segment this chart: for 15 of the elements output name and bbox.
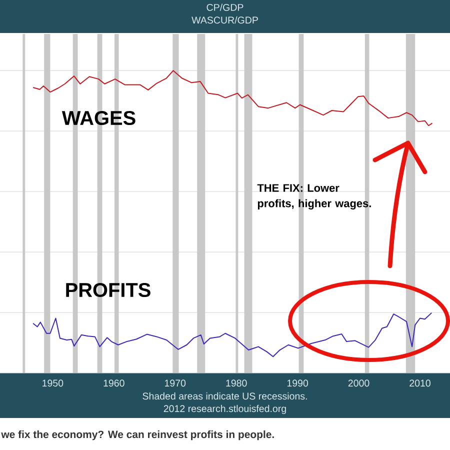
x-tick-label: 1960 <box>104 380 124 387</box>
x-tick-label: 1970 <box>164 380 186 387</box>
chart-title: CP/GDP <box>206 4 244 11</box>
x-tick-label: 1990 <box>287 380 308 387</box>
x-tick-label: 1950 <box>42 380 64 387</box>
annotation: THE FIX: Lower profits, higher wages. <box>257 184 371 210</box>
x-tick-label: 1980 <box>226 380 247 387</box>
series-label: WAGES <box>62 110 136 126</box>
x-tick-label: 2000 <box>348 380 370 387</box>
series-label: PROFITS <box>66 282 150 298</box>
x-tick-label: 2010 <box>410 380 430 387</box>
text: 2012 research.stlouisfed.org <box>164 404 286 414</box>
chart-subtitle: WASCUR/GDP <box>192 16 258 24</box>
text: Shaded areas indicate US recessions. <box>142 392 307 400</box>
text: we fix the economy? We can reinvest profits in people. <box>1 430 274 440</box>
